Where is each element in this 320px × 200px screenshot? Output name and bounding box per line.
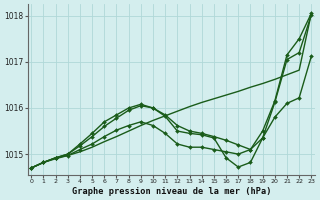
X-axis label: Graphe pression niveau de la mer (hPa): Graphe pression niveau de la mer (hPa) — [72, 187, 271, 196]
